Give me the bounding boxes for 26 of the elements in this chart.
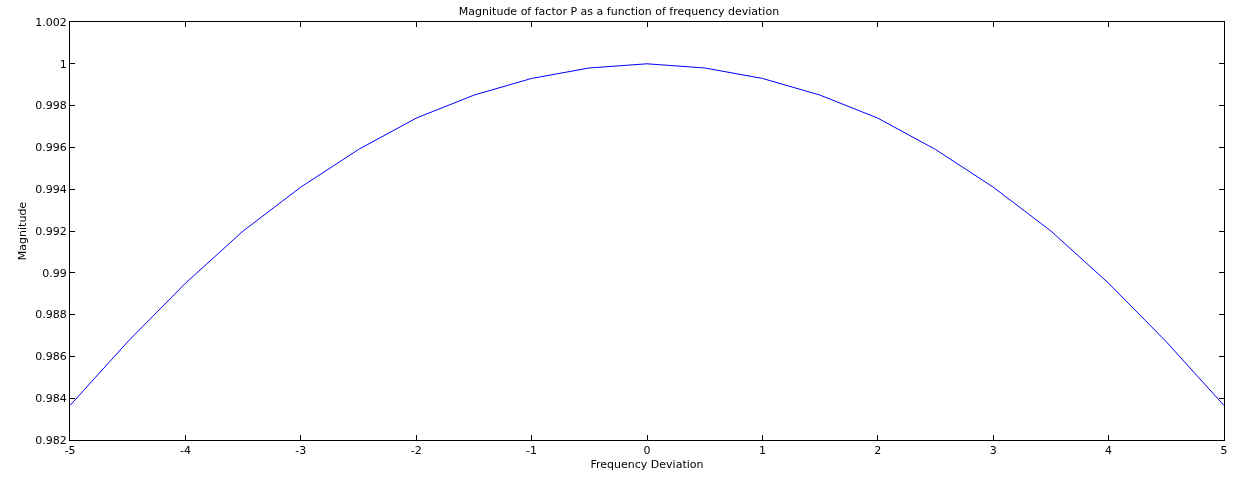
- line-series: [70, 63, 1224, 407]
- chart-title: Magnitude of factor P as a function of frequency deviation: [458, 4, 780, 18]
- x-tick-label: -4: [179, 444, 191, 458]
- x-tick-label: 5: [1220, 444, 1228, 458]
- y-tick-label: 1: [59, 57, 67, 71]
- x-axis-title: Frequency Deviation: [590, 458, 704, 472]
- y-tick-label: 0.984: [35, 392, 67, 406]
- y-tick-label: 0.994: [35, 183, 67, 197]
- x-tick-label: -1: [526, 444, 538, 458]
- y-tick-label: 0.988: [35, 308, 67, 322]
- x-tick-label: -2: [410, 444, 422, 458]
- y-tick-label: 0.986: [35, 350, 67, 364]
- y-tick-label: 0.998: [35, 99, 67, 113]
- y-tick-label: 0.996: [35, 141, 67, 155]
- y-tick-label: 0.992: [35, 224, 67, 238]
- x-tick-label: -3: [295, 444, 307, 458]
- y-tick-label: 0.982: [35, 433, 67, 447]
- x-tick-label: 4: [1105, 444, 1113, 458]
- x-tick-label: -5: [64, 444, 76, 458]
- x-tick-label: 2: [874, 444, 882, 458]
- y-tick-label: 1.002: [35, 15, 67, 29]
- x-tick-label: 3: [989, 444, 997, 458]
- x-tick-label: 1: [758, 444, 766, 458]
- x-tick-label: 0: [643, 444, 651, 458]
- y-tick-label: 0.99: [42, 266, 67, 280]
- y-axis-title: Magnitude: [15, 201, 29, 261]
